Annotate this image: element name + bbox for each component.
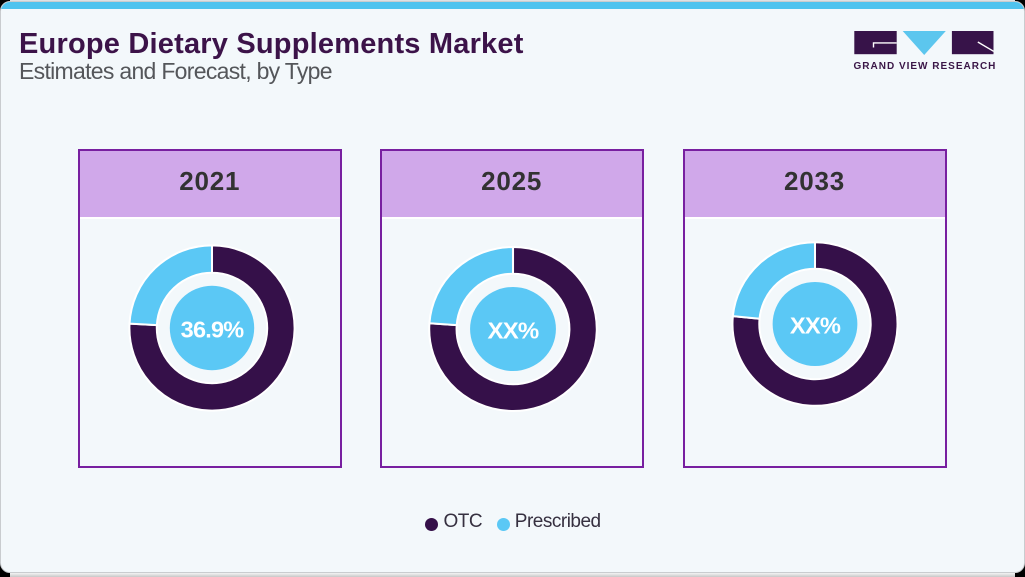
svg-text:GRAND VIEW RESEARCH: GRAND VIEW RESEARCH [854, 61, 997, 72]
svg-text:XX%: XX% [487, 318, 539, 345]
svg-text:36.9%: 36.9% [181, 316, 245, 342]
svg-text:XX%: XX% [790, 314, 841, 340]
